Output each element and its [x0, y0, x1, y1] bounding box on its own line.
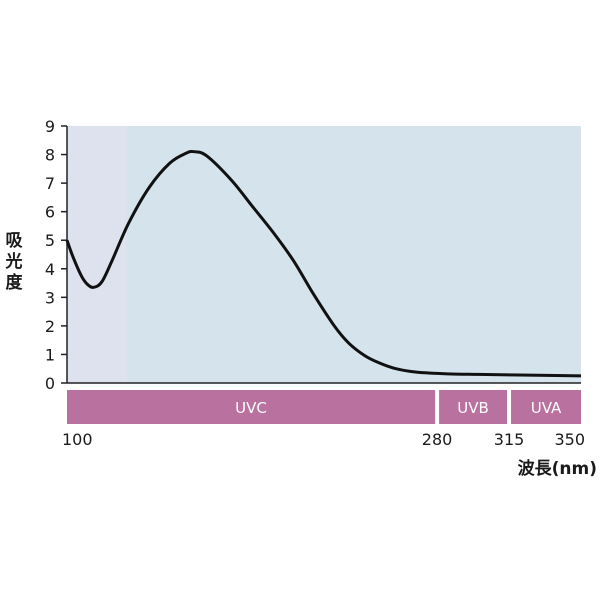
absorbance-curve [65, 149, 582, 378]
x-tick-label: 315 [494, 430, 525, 449]
y-tick-label: 4 [45, 260, 55, 279]
x-axis-label: 波長(nm) [518, 458, 597, 479]
plot-area [67, 126, 581, 383]
y-tick-label: 5 [45, 231, 55, 250]
uv-bands: UVC UVB UVA [67, 390, 581, 424]
y-tick-label: 6 [45, 203, 55, 222]
y-tick-label: 9 [45, 117, 55, 136]
y-tick-label: 8 [45, 146, 55, 165]
band-label: UVC [235, 399, 267, 417]
band-uvc [67, 390, 436, 424]
x-tick-label: 280 [422, 430, 453, 449]
y-axis-label-char: 度 [6, 272, 24, 293]
y-tick-label: 7 [45, 174, 55, 193]
y-tick-label: 1 [45, 345, 55, 364]
x-axis-ticks: 100 280 315 350 [62, 430, 585, 449]
y-tick-label: 2 [45, 317, 55, 336]
y-axis-label: 吸光度 [5, 231, 24, 293]
x-tick-label: 100 [62, 430, 93, 449]
band-uva [511, 390, 581, 424]
band-label: UVB [457, 399, 489, 417]
y-axis-label-char: 光 [5, 251, 23, 272]
x-tick-label: 350 [554, 430, 585, 449]
band-uvb [439, 390, 508, 424]
band-label: UVA [531, 399, 562, 417]
plot-background [67, 126, 581, 383]
y-tick-label: 3 [45, 288, 55, 307]
y-axis-label-char: 吸 [6, 231, 24, 251]
y-axis-ticks: 0 1 2 3 4 5 6 7 8 9 [45, 117, 67, 393]
y-tick-label: 0 [45, 374, 55, 393]
plot-background-left-tint [67, 126, 127, 383]
